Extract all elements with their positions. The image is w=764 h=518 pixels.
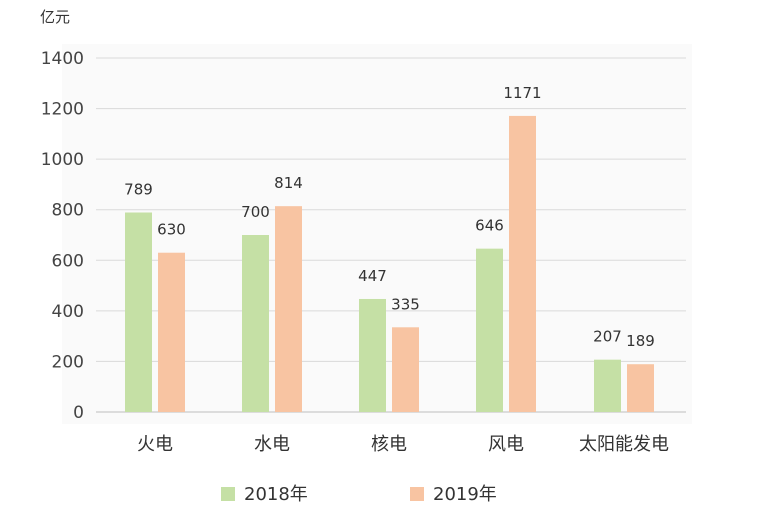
y-tick-label: 200 [52,352,84,372]
data-label: 447 [358,267,387,285]
category-label: 水电 [254,434,290,455]
data-label: 789 [124,180,153,198]
data-label: 207 [593,328,622,346]
y-tick-label: 1000 [41,150,84,170]
bar-series2-0 [158,252,185,412]
bar-series1-2 [359,298,386,412]
bar-series2-1 [275,206,302,412]
bar-series2-2 [392,327,419,412]
legend: 2018年 2019年 [221,484,497,505]
category-label: 风电 [488,434,524,455]
category-label: 太阳能发电 [579,434,669,455]
data-label: 646 [475,217,504,235]
data-label: 814 [274,174,303,192]
x-axis-categories: 火电 水电 核电 风电 太阳能发电 [137,434,669,455]
bar-series1-0 [125,212,152,412]
legend-label: 2018年 [244,484,308,505]
data-label: 630 [157,221,186,239]
bar-series2-3 [509,115,536,412]
y-tick-label: 0 [73,403,84,423]
bar-series1-3 [476,248,503,412]
y-tick-label: 1400 [41,49,84,69]
y-tick-label: 1200 [41,100,84,120]
legend-label: 2019年 [433,484,497,505]
data-label: 189 [626,332,655,350]
category-label: 核电 [371,434,407,455]
legend-swatch [410,487,424,501]
y-tick-label: 400 [52,302,84,322]
y-axis-ticks: 0 200 400 600 800 1000 1200 1400 [41,49,84,423]
data-label: 335 [391,295,420,313]
bar-series2-4 [627,364,654,412]
data-label: 700 [241,203,270,221]
y-axis-unit-label: 亿元 [40,8,70,26]
category-label: 火电 [137,434,173,455]
y-tick-label: 600 [52,251,84,271]
y-tick-label: 800 [52,201,84,221]
bar-series1-4 [594,359,621,412]
data-label: 1171 [503,84,541,102]
bars [125,115,654,412]
legend-swatch [221,487,235,501]
bar-series1-1 [242,235,269,412]
gridlines [96,57,686,413]
